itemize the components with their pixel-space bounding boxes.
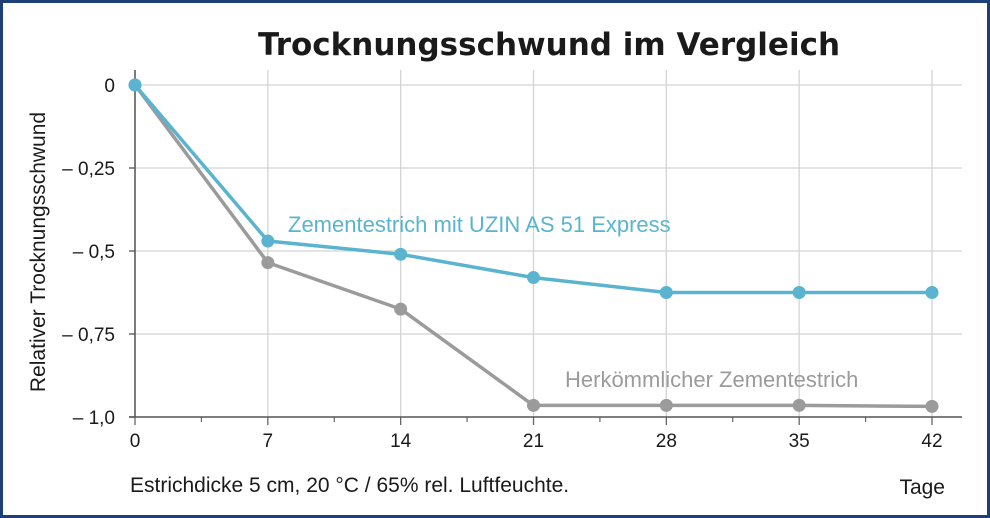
data-point-1	[527, 398, 540, 412]
x-tick-label: 0	[130, 431, 141, 452]
x-tick-label: 14	[390, 431, 412, 452]
data-point-1	[792, 398, 806, 412]
y-tick-label: 0	[104, 76, 115, 97]
data-point-0	[527, 271, 540, 285]
x-tick-label: 7	[263, 431, 274, 452]
series-label-uzin: Zementestrich mit UZIN AS 51 Express	[288, 212, 671, 237]
y-tick-label: – 0,75	[62, 325, 115, 346]
x-axis-label: Tage	[899, 476, 945, 499]
chart-title: Trocknungsschwund im Vergleich	[258, 27, 840, 63]
y-ticks: 0 – 0,25 – 0,5 – 0,75 – 1,0	[62, 76, 115, 429]
data-point-1	[925, 399, 939, 413]
y-tick-label: – 1,0	[73, 408, 115, 429]
x-tick-label: 35	[789, 431, 810, 452]
axes	[129, 70, 962, 425]
data-point-1	[394, 302, 408, 316]
data-point-0	[925, 286, 939, 299]
chart-note: Estrichdicke 5 cm, 20 °C / 65% rel. Luft…	[130, 474, 569, 497]
y-tick-label: – 0,5	[73, 242, 115, 263]
y-axis-label: Relativer Trocknungsschwund	[27, 112, 50, 392]
x-tick-label: 28	[656, 431, 677, 452]
x-tick-label: 42	[921, 431, 942, 452]
x-tick-label: 21	[523, 431, 544, 452]
grid	[134, 70, 962, 417]
data-point-0	[792, 286, 806, 299]
data-point-0	[659, 286, 673, 299]
series-label-conventional: Herkömmlicher Zementestrich	[565, 367, 858, 392]
series-group	[128, 78, 939, 413]
x-ticks: 0 7 14 21 28 35 42	[130, 431, 943, 452]
data-point-0	[261, 234, 275, 248]
data-point-0	[394, 247, 408, 261]
data-point-1	[659, 398, 673, 412]
data-point-1	[261, 256, 275, 270]
y-tick-label: – 0,25	[62, 159, 115, 180]
data-point-0	[128, 78, 142, 92]
